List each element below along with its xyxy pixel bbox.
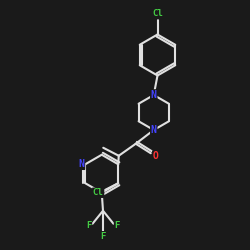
Text: F: F bbox=[100, 232, 106, 241]
Text: F: F bbox=[86, 221, 92, 230]
Text: N: N bbox=[151, 125, 157, 135]
Text: N: N bbox=[151, 90, 157, 100]
Text: Cl: Cl bbox=[152, 10, 163, 18]
Text: Cl: Cl bbox=[93, 188, 104, 197]
Text: N: N bbox=[78, 159, 84, 169]
Text: F: F bbox=[114, 221, 120, 230]
Text: O: O bbox=[153, 151, 159, 161]
